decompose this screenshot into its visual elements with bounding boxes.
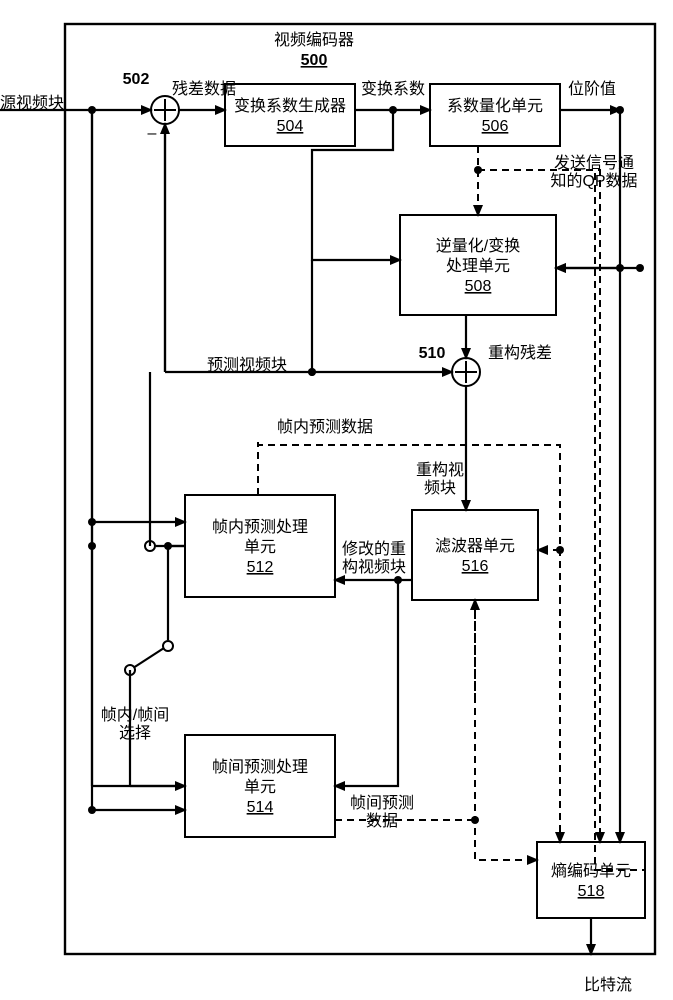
switch-contact-b xyxy=(163,641,173,651)
label: 修改的重 xyxy=(342,540,406,558)
label: 510 xyxy=(419,345,446,362)
label: 发送信号通 xyxy=(554,154,634,172)
label: 数据 xyxy=(366,812,398,830)
block-518 xyxy=(537,842,645,918)
block-504 xyxy=(225,84,355,146)
label: 单元 xyxy=(244,778,276,796)
label: 位阶值 xyxy=(568,80,616,98)
label: 比特流 xyxy=(584,976,632,994)
label: 重构视 xyxy=(416,461,464,479)
junction-dot xyxy=(616,106,624,114)
label: 知的QP数据 xyxy=(550,172,637,190)
label: 频块 xyxy=(424,479,456,497)
label: 504 xyxy=(277,118,304,135)
label: 508 xyxy=(465,278,492,295)
block-516 xyxy=(412,510,538,600)
label: 帧间预测 xyxy=(350,794,414,812)
label: 滤波器单元 xyxy=(435,537,515,555)
label: 帧内/帧间 xyxy=(101,706,169,724)
label: 514 xyxy=(247,799,274,816)
label: 视频编码器 xyxy=(274,31,354,49)
label: 变换系数生成器 xyxy=(234,97,346,115)
label: 逆量化/变换 xyxy=(436,237,520,255)
label: – xyxy=(148,125,157,142)
wire xyxy=(475,600,537,860)
label: 502 xyxy=(123,71,150,88)
label: 处理单元 xyxy=(446,257,510,275)
label: 系数量化单元 xyxy=(447,97,543,115)
label: 重构残差 xyxy=(488,344,552,362)
label: 512 xyxy=(247,559,274,576)
block-506 xyxy=(430,84,560,146)
label: 源视频块 xyxy=(0,94,64,112)
label: 506 xyxy=(482,118,509,135)
label: 选择 xyxy=(119,724,151,742)
label: 帧内预测数据 xyxy=(277,418,373,436)
label: 516 xyxy=(462,558,489,575)
label: 单元 xyxy=(244,538,276,556)
label: 帧间预测处理 xyxy=(212,758,308,776)
wire xyxy=(130,648,164,670)
label: 500 xyxy=(301,52,328,69)
label: 残差数据 xyxy=(172,80,236,98)
label: 构视频块 xyxy=(342,558,406,576)
label: 预测视频块 xyxy=(207,356,287,374)
label: 变换系数 xyxy=(361,80,425,98)
label: 518 xyxy=(578,883,605,900)
wire xyxy=(335,580,398,786)
label: 帧内预测处理 xyxy=(212,518,308,536)
